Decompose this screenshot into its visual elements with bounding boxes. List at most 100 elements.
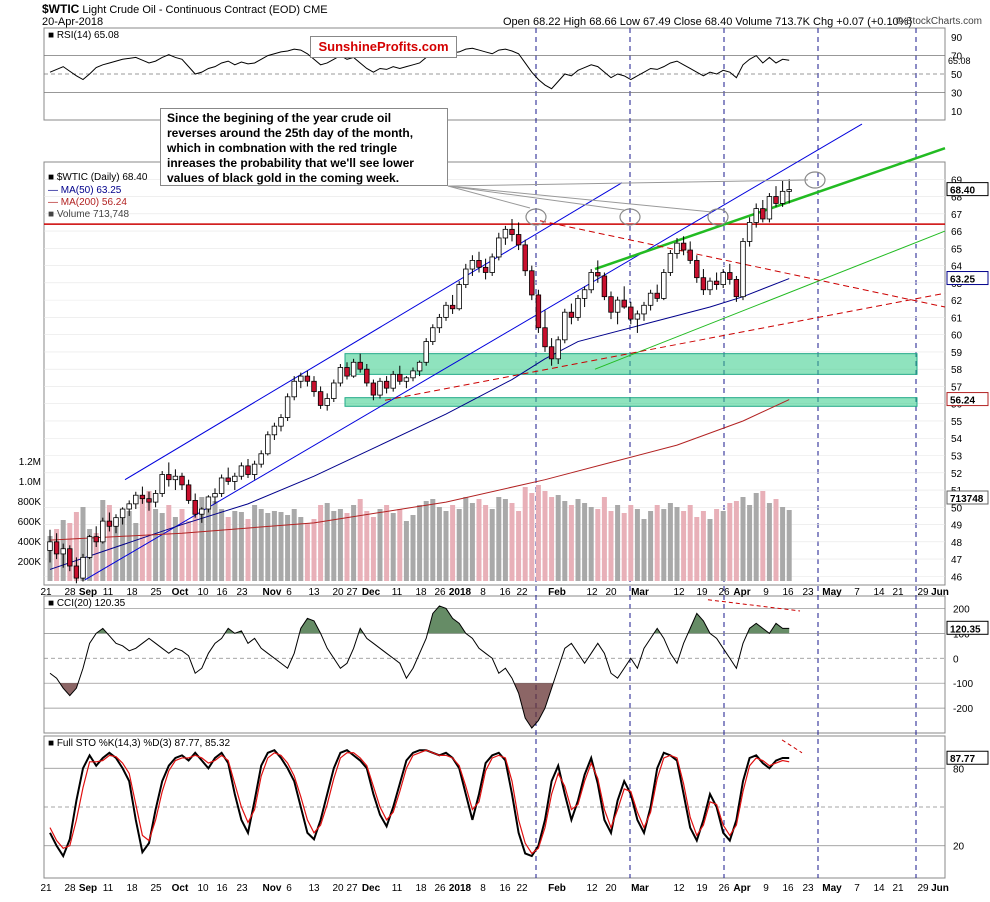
x-axis-label-top: 13 [308,587,320,598]
reversal-marker-0 [525,208,547,226]
x-axis-label-bottom: 2018 [449,883,472,894]
candle-body [608,296,614,313]
volume-bar [641,519,647,581]
candle-body [383,380,390,389]
legend-main: ■ $WTIC (Daily) 68.40 [48,172,148,183]
volume-bar [595,509,601,581]
volume-bar [753,493,759,581]
candle-body [509,228,515,235]
candle-body [251,463,258,475]
x-axis-label-bottom: 16 [499,883,511,894]
volume-bar [469,503,475,581]
volume-bar [621,513,627,581]
candle-body [727,272,733,280]
volume-bar [186,521,192,581]
volume-bar [238,512,244,581]
candle-body [357,361,363,370]
x-axis-label-bottom: 16 [782,883,794,894]
candle-body [753,208,759,223]
volume-bar [502,499,508,581]
volume-bar [212,501,218,581]
volume-bar [661,509,667,581]
volume-bar [562,501,568,581]
x-axis-label-top: 9 [763,587,769,598]
candle-body [733,279,740,298]
volume-bar [568,505,574,581]
x-axis-label-bottom: 21 [40,883,52,894]
exchange-label: CME [303,4,328,16]
candle-body [786,189,792,192]
legend-ma50: — MA(50) 63.25 [48,185,122,196]
ma50-badge-frame [946,271,989,286]
volume-bar [285,515,291,581]
volume-bar [516,511,522,581]
candle-body [456,284,462,310]
x-axis-label-bottom: 16 [216,883,228,894]
x-axis-label-bottom: Apr [733,883,750,894]
candle-body [304,375,311,382]
volume-bar [727,503,733,581]
volume-tick-label: 400K [18,537,42,548]
x-axis-label-top: 6 [286,587,292,598]
cci-tick-label: -200 [953,704,973,715]
candle-body [166,474,172,481]
channel-upper-line [124,182,623,481]
x-axis-label-top: 23 [802,587,814,598]
volume-bar [106,505,112,581]
volume-bar [166,505,172,581]
volume-tick-label: 800K [18,497,42,508]
x-axis-label-top: Mar [631,587,649,598]
price-tick-label: 47 [951,555,963,566]
candle-body [773,196,779,204]
candle-body [430,327,436,342]
volume-bar [786,510,792,581]
volume-bar [199,497,205,581]
candle-body [469,260,476,270]
candle-body [740,241,746,298]
candle-body [614,299,621,313]
price-tick-label: 49 [951,521,963,532]
x-axis-label-top: 20 [605,587,617,598]
rsi-line [49,47,790,90]
volume-bar [733,501,739,581]
volume-bar [700,511,706,581]
support-zone-1 [344,397,918,407]
volume-bar [291,509,297,581]
candle-body [311,380,317,393]
candle-body [218,477,225,494]
candle-body [581,289,588,299]
candle-body [423,341,429,363]
volume-bar [410,515,416,581]
volume-bar [489,509,495,581]
candle-body [720,272,726,285]
candle-body [146,498,152,503]
candle-body [106,520,113,527]
x-axis-label-top: 29 [917,587,929,598]
candle-body [595,272,601,277]
volume-tick-label: 600K [18,517,42,528]
price-tick-label: 57 [951,382,963,393]
x-axis-label-bottom: Sep [79,883,97,894]
candle-body [100,520,106,543]
instrument-title: Light Crude Oil - Continuous Contract (E… [82,4,301,16]
volume-bar [311,519,317,581]
x-axis-label-bottom: 6 [286,883,292,894]
candle-body [271,425,278,436]
candle-body [192,499,198,515]
ma200-line [49,399,790,541]
x-axis-label-bottom: 26 [718,883,730,894]
volume-bar [654,505,660,581]
cci-tick-label: -100 [953,679,973,690]
rsi-last-badge: 65.08 [948,56,971,66]
volume-bar [509,503,515,581]
volume-bar [582,503,588,581]
candle-body [238,465,245,477]
x-axis-label-bottom: 20 [605,883,617,894]
candle-body [515,234,522,246]
rsi-tick-label: 70 [951,52,963,63]
x-axis-label-bottom: Jun [931,883,949,894]
candle-body [126,503,132,510]
ma200-badge: 56.24 [950,396,975,407]
x-axis-label-bottom: 8 [480,883,486,894]
candle-body [674,242,680,254]
